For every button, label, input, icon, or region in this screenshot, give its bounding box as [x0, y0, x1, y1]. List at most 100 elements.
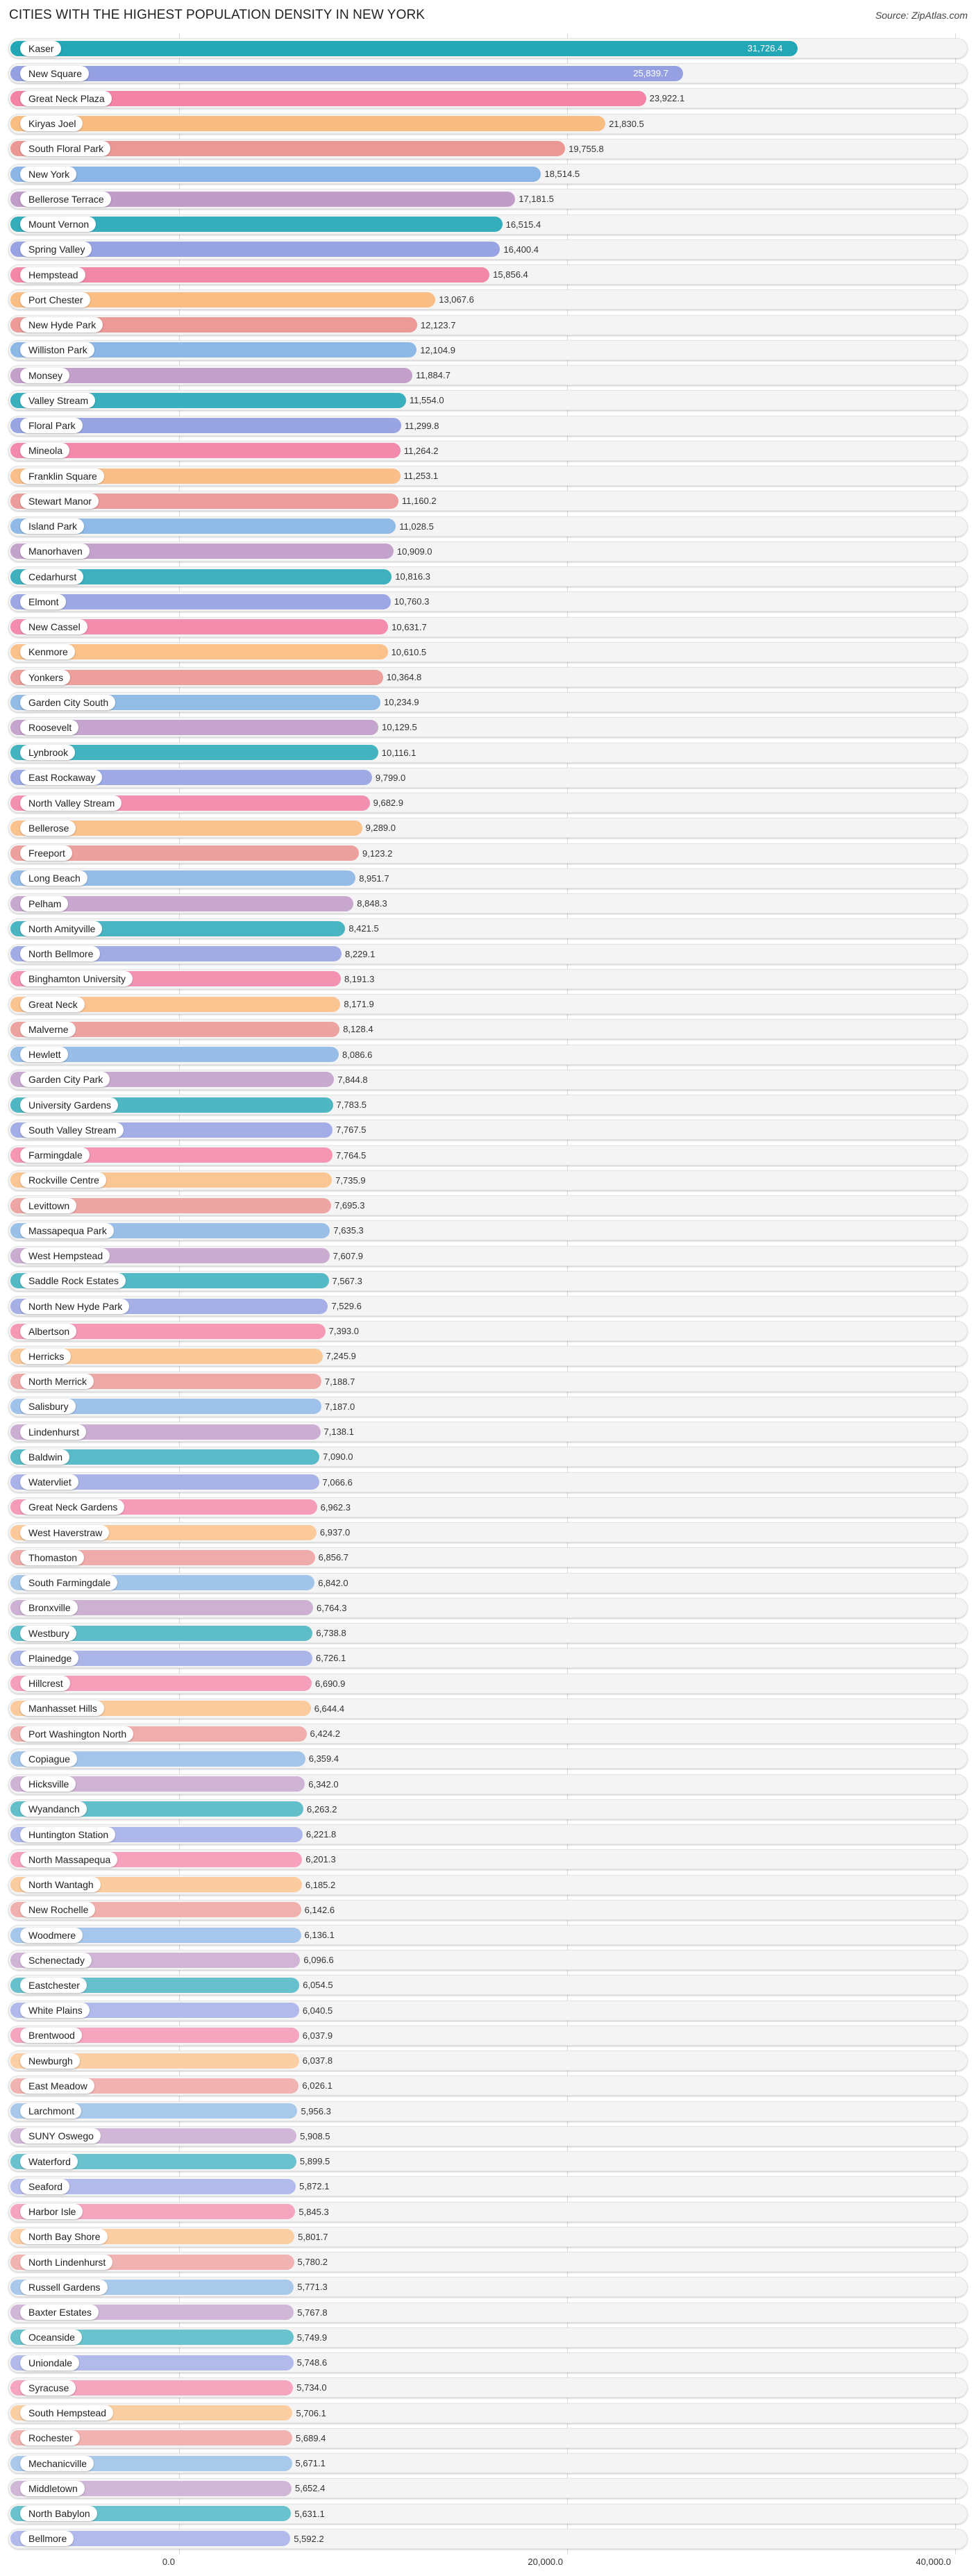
value-label: 16,400.4 — [503, 244, 539, 255]
bar[interactable] — [10, 1449, 320, 1465]
bar[interactable] — [10, 40, 798, 56]
bar[interactable] — [10, 1776, 305, 1792]
value-label: 5,631.1 — [294, 2508, 325, 2519]
bar[interactable] — [10, 292, 436, 308]
category-label: East Rockaway — [20, 770, 103, 786]
bar[interactable] — [10, 468, 401, 484]
bar[interactable] — [10, 342, 417, 358]
value-label: 6,142.6 — [304, 1904, 335, 1915]
bar[interactable] — [10, 1751, 305, 1767]
bar[interactable] — [10, 1549, 315, 1565]
value-label: 7,567.3 — [332, 1275, 362, 1286]
bar[interactable] — [10, 1650, 312, 1666]
value-label: 11,554.0 — [409, 395, 444, 406]
bar[interactable] — [10, 141, 566, 157]
bar[interactable] — [10, 2380, 294, 2396]
category-label: Malverne — [20, 1021, 76, 1037]
bar[interactable] — [10, 191, 516, 207]
bar[interactable] — [10, 2053, 299, 2069]
bar[interactable] — [10, 2178, 296, 2194]
bar[interactable] — [10, 594, 391, 609]
bar[interactable] — [10, 2531, 291, 2547]
value-label: 6,040.5 — [302, 2005, 333, 2016]
bar-row: Waterford 5,899.5 — [8, 2151, 968, 2172]
value-label: 11,160.2 — [401, 496, 437, 507]
bar[interactable] — [10, 317, 417, 333]
bar-row: Mineola 11,264.2 — [8, 440, 968, 461]
bar-row: Spring Valley 16,400.4 — [8, 239, 968, 260]
bar-row: Levittown 7,695.3 — [8, 1195, 968, 1216]
bar[interactable] — [10, 166, 541, 182]
bar[interactable] — [10, 1676, 312, 1692]
bar[interactable] — [10, 669, 383, 685]
bar[interactable] — [10, 1147, 333, 1163]
category-label: Long Beach — [20, 870, 87, 886]
value-label: 8,086.6 — [342, 1049, 373, 1060]
value-label: 16,515.4 — [505, 219, 541, 230]
bar[interactable] — [10, 116, 606, 132]
bar[interactable] — [10, 1424, 321, 1440]
bar-row: East Rockaway 9,799.0 — [8, 767, 968, 788]
bar[interactable] — [10, 644, 388, 660]
bar[interactable] — [10, 418, 401, 434]
bar-row: South Hempstead 5,706.1 — [8, 2402, 968, 2423]
value-label: 7,607.9 — [333, 1250, 364, 1261]
bar[interactable] — [10, 493, 398, 509]
category-label: Albertson — [20, 1323, 77, 1339]
bar[interactable] — [10, 242, 500, 258]
bar[interactable] — [10, 1197, 332, 1213]
category-label: Island Park — [20, 519, 85, 534]
bar[interactable] — [10, 1399, 321, 1415]
value-label: 6,037.8 — [302, 2055, 333, 2066]
category-label: South Floral Park — [20, 141, 111, 157]
bar[interactable] — [10, 719, 379, 735]
bar[interactable] — [10, 820, 362, 836]
bar[interactable] — [10, 1927, 301, 1943]
bar-row: Plainedge 6,726.1 — [8, 1648, 968, 1669]
bar[interactable] — [10, 519, 396, 534]
bar[interactable] — [10, 1348, 323, 1364]
bar[interactable] — [10, 1600, 314, 1616]
bar[interactable] — [10, 2028, 299, 2044]
category-label: Wyandanch — [20, 1801, 87, 1817]
bar[interactable] — [10, 569, 392, 584]
bar[interactable] — [10, 2430, 293, 2446]
bar-row: Herricks 7,245.9 — [8, 1346, 968, 1367]
bar-row: Harbor Isle 5,845.3 — [8, 2201, 968, 2222]
value-label: 5,908.5 — [300, 2130, 330, 2141]
bar[interactable] — [10, 217, 503, 233]
value-label: 8,191.3 — [344, 973, 375, 984]
value-label: 10,610.5 — [391, 646, 427, 657]
value-label: 5,592.2 — [294, 2533, 324, 2544]
bar[interactable] — [10, 2153, 296, 2169]
category-label: Baldwin — [20, 1449, 70, 1465]
bar[interactable] — [10, 1625, 313, 1641]
bar[interactable] — [10, 267, 490, 283]
x-axis-tick-label: 0.0 — [162, 2557, 175, 2567]
bar[interactable] — [10, 895, 354, 911]
bar-row: Lynbrook 10,116.1 — [8, 742, 968, 763]
bar[interactable] — [10, 367, 413, 383]
bar[interactable] — [10, 1323, 326, 1339]
bar-row: Brentwood 6,037.9 — [8, 2025, 968, 2046]
bar[interactable] — [10, 1474, 319, 1490]
category-label: Newburgh — [20, 2053, 80, 2069]
bar[interactable] — [10, 996, 341, 1012]
bar[interactable] — [10, 392, 406, 408]
bar[interactable] — [10, 65, 684, 81]
category-label: Garden City South — [20, 694, 116, 710]
bar[interactable] — [10, 544, 394, 559]
bar[interactable] — [10, 2355, 294, 2371]
bar[interactable] — [10, 845, 359, 861]
bar[interactable] — [10, 619, 389, 635]
bar[interactable] — [10, 2103, 298, 2119]
bar-row: North New Hyde Park 7,529.6 — [8, 1296, 968, 1316]
bar[interactable] — [10, 745, 378, 761]
bar[interactable] — [10, 870, 356, 886]
bar[interactable] — [10, 1021, 340, 1037]
bar[interactable] — [10, 90, 646, 106]
bar[interactable] — [10, 443, 401, 459]
bar[interactable] — [10, 1047, 339, 1063]
bar-row: Bellerose 9,289.0 — [8, 818, 968, 839]
